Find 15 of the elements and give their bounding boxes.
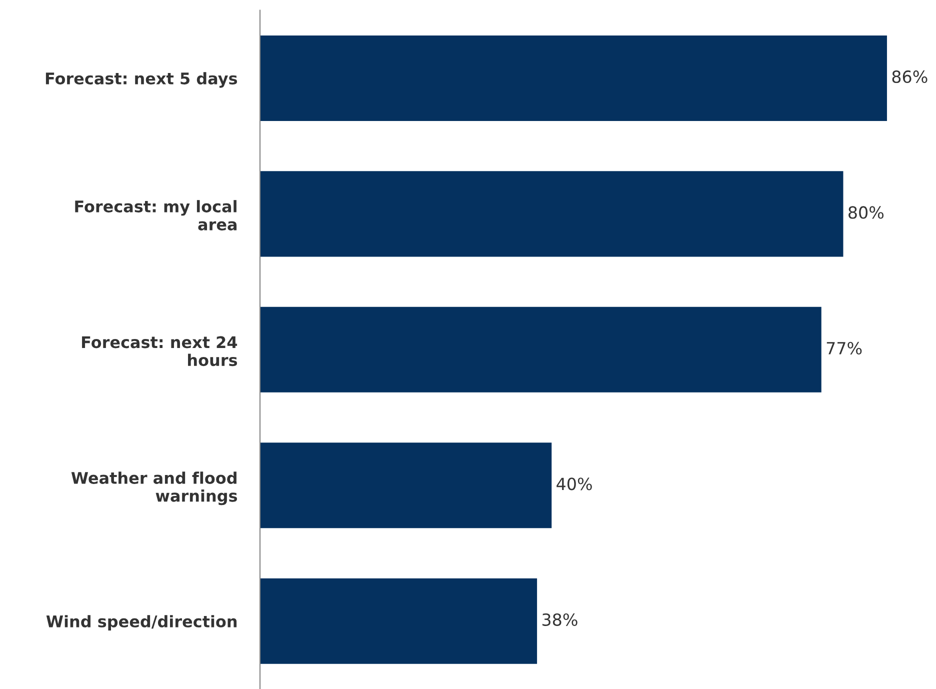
y-tick-label: Forecast: next 5 days <box>46 72 238 88</box>
bar <box>260 306 822 392</box>
bar <box>260 442 552 528</box>
y-tick-label: Forecast: my local area <box>75 200 237 230</box>
data-label: 38% <box>542 613 578 626</box>
bar <box>260 35 887 121</box>
y-tick-label: Forecast: next 24 hours <box>82 336 238 366</box>
data-label: 86% <box>892 70 928 84</box>
bar <box>260 578 538 664</box>
data-label: 77% <box>826 342 862 355</box>
y-tick-label: Wind speed/direction <box>46 615 237 631</box>
y-tick-label: Weather and flood warnings <box>71 472 238 506</box>
bar <box>260 171 844 257</box>
data-label: 80% <box>848 206 884 219</box>
data-label: 40% <box>556 478 592 490</box>
